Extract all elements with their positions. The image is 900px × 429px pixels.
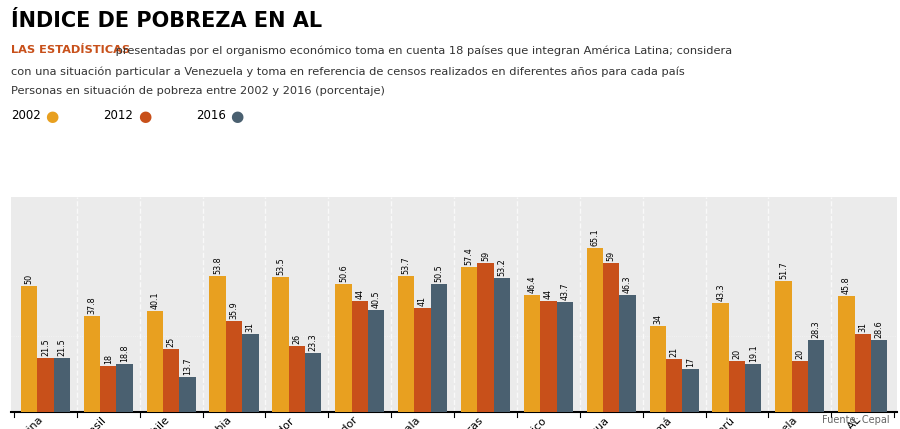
Text: 44: 44	[356, 289, 364, 299]
Text: 46.4: 46.4	[527, 275, 536, 293]
Bar	[650, 326, 666, 412]
Bar	[461, 267, 477, 412]
Text: 28.3: 28.3	[812, 321, 821, 338]
Bar	[335, 284, 352, 412]
Text: 50: 50	[24, 274, 33, 284]
Text: 17: 17	[686, 357, 695, 367]
Text: 31: 31	[246, 322, 255, 332]
Text: 18.8: 18.8	[120, 345, 129, 363]
Text: 18: 18	[104, 354, 112, 364]
Text: 50.6: 50.6	[339, 265, 348, 282]
Bar	[242, 334, 258, 412]
Bar	[305, 353, 321, 412]
Text: 37.8: 37.8	[87, 297, 96, 314]
Bar	[226, 321, 242, 412]
Text: 57.4: 57.4	[464, 247, 473, 265]
Bar	[682, 369, 698, 412]
Bar	[398, 276, 414, 412]
Text: 53.8: 53.8	[213, 257, 222, 274]
Text: Personas en situación de pobreza entre 2002 y 2016 (porcentaje): Personas en situación de pobreza entre 2…	[11, 86, 384, 96]
Bar	[540, 301, 556, 412]
Text: 26: 26	[292, 334, 302, 344]
Text: 53.7: 53.7	[401, 257, 410, 274]
Bar	[210, 276, 226, 412]
Bar	[54, 358, 70, 412]
Text: 35.9: 35.9	[230, 302, 238, 319]
Text: 65.1: 65.1	[590, 228, 599, 245]
Bar	[854, 334, 871, 412]
Text: 40.5: 40.5	[372, 290, 381, 308]
Text: ÍNDICE DE POBREZA EN AL: ÍNDICE DE POBREZA EN AL	[11, 11, 322, 31]
Text: ●: ●	[138, 109, 151, 124]
Bar	[792, 361, 808, 412]
Text: 28.6: 28.6	[875, 320, 884, 338]
Text: ●: ●	[45, 109, 58, 124]
Bar	[273, 277, 289, 412]
Bar	[587, 248, 603, 412]
Bar	[100, 366, 116, 412]
Bar	[619, 295, 635, 412]
Bar	[368, 310, 384, 412]
Bar	[163, 349, 179, 412]
Text: 23.3: 23.3	[309, 333, 318, 351]
Bar	[729, 361, 745, 412]
Bar	[775, 281, 792, 412]
Text: 21.5: 21.5	[58, 338, 67, 356]
Text: 19.1: 19.1	[749, 344, 758, 362]
Bar	[431, 284, 447, 412]
Bar	[838, 296, 854, 412]
Bar	[179, 377, 195, 412]
Text: 43.7: 43.7	[560, 282, 569, 299]
Text: 21: 21	[670, 347, 679, 357]
Text: 59: 59	[481, 251, 490, 261]
Text: 25: 25	[166, 336, 176, 347]
Text: 2012: 2012	[104, 109, 133, 122]
Bar	[84, 317, 100, 412]
Bar	[116, 364, 133, 412]
Bar	[556, 302, 573, 412]
Text: 59: 59	[607, 251, 616, 261]
Bar	[494, 278, 510, 412]
Text: 13.7: 13.7	[183, 358, 192, 375]
Text: 43.3: 43.3	[716, 283, 725, 301]
Bar	[524, 295, 540, 412]
Bar	[713, 302, 729, 412]
Text: 53.5: 53.5	[276, 257, 285, 275]
Bar	[147, 311, 163, 412]
Bar	[414, 308, 431, 412]
Bar	[666, 359, 682, 412]
Text: presentadas por el organismo económico toma en cuenta 18 países que integran Amé: presentadas por el organismo económico t…	[112, 45, 732, 55]
Text: 31: 31	[859, 322, 868, 332]
Text: 41: 41	[418, 296, 427, 306]
Text: 2016: 2016	[196, 109, 226, 122]
Bar	[477, 263, 494, 412]
Text: con una situación particular a Venezuela y toma en referencia de censos realizad: con una situación particular a Venezuela…	[11, 66, 685, 77]
Text: LAS ESTADÍSTICAS: LAS ESTADÍSTICAS	[11, 45, 130, 55]
Bar	[871, 340, 887, 412]
Text: Fuente: Cepal: Fuente: Cepal	[822, 415, 889, 425]
Text: 53.2: 53.2	[498, 258, 507, 275]
Text: 2002: 2002	[11, 109, 40, 122]
Bar	[808, 341, 824, 412]
Text: 50.5: 50.5	[435, 265, 444, 282]
Text: 40.1: 40.1	[150, 291, 159, 308]
Bar	[37, 358, 54, 412]
Bar	[21, 286, 37, 412]
Text: 20: 20	[733, 349, 742, 360]
Text: 44: 44	[544, 289, 553, 299]
Text: 45.8: 45.8	[842, 277, 850, 294]
Text: 21.5: 21.5	[40, 338, 50, 356]
Text: 34: 34	[653, 314, 662, 324]
Bar	[603, 263, 619, 412]
Text: 46.3: 46.3	[623, 275, 632, 293]
Text: 51.7: 51.7	[779, 262, 788, 279]
Text: ●: ●	[230, 109, 244, 124]
Text: 20: 20	[796, 349, 805, 360]
Bar	[352, 301, 368, 412]
Bar	[289, 346, 305, 412]
Bar	[745, 364, 761, 412]
